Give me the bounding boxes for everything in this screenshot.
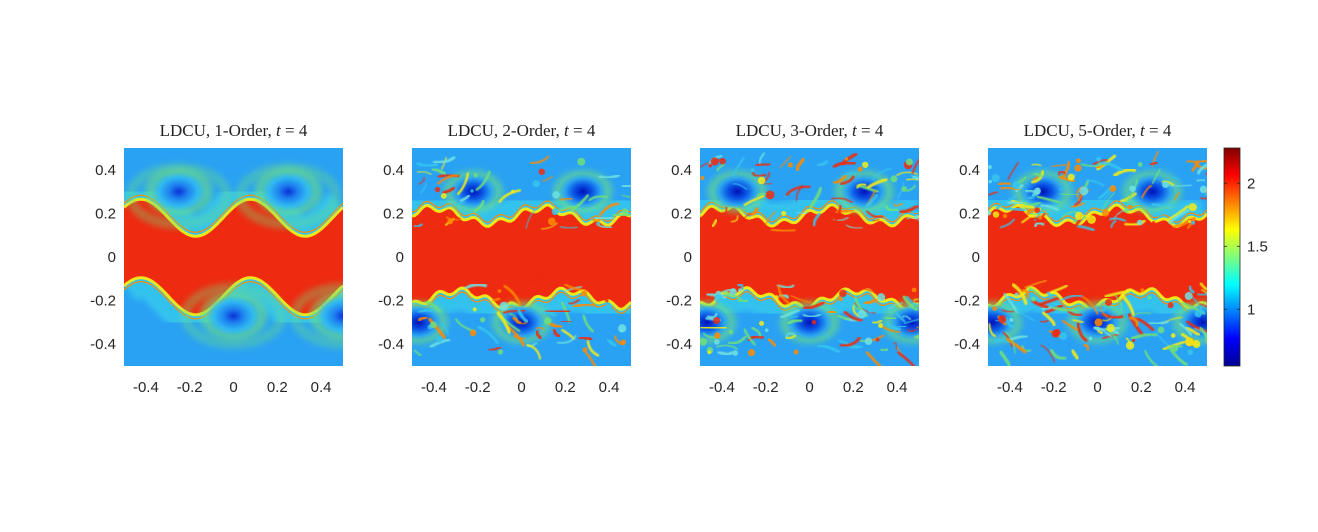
colorbar: 11.52	[1223, 147, 1268, 367]
panel-title: LDCU, 3-Order, t = 4	[736, 121, 884, 140]
panel-title: LDCU, 5-Order, t = 4	[1024, 121, 1172, 140]
vortex	[840, 173, 889, 210]
colorbar-gradient	[1224, 148, 1240, 366]
x-tick-label: 0.4	[599, 379, 620, 396]
dense-band	[412, 205, 631, 310]
x-tick-label: 0.2	[555, 379, 576, 396]
panel-5-order: LDCU, 5-Order, t = 4 -0.4 -0.2 0 0.2 0.4 -0.4 -…	[954, 121, 1207, 396]
y-tick-label: 0.2	[95, 205, 116, 222]
y-tick-label: 0.4	[95, 162, 116, 179]
dense-band	[124, 199, 343, 315]
x-tick-label: 0	[517, 379, 525, 396]
x-tick-label: 0.2	[267, 379, 288, 396]
x-tick-label: 0.4	[311, 379, 332, 396]
x-tick-label: -0.4	[997, 379, 1023, 396]
x-tick-label: -0.2	[465, 379, 491, 396]
y-tick-label: 0.4	[959, 162, 980, 179]
y-tick-label: -0.4	[666, 336, 692, 353]
y-tick-label: 0.4	[671, 162, 692, 179]
y-tick-label: -0.2	[90, 293, 116, 310]
x-tick-label: 0.4	[1175, 379, 1196, 396]
vortex	[1178, 304, 1207, 341]
panel-3-order: LDCU, 3-Order, t = 4 -0.4 -0.2 0 0.2 0.4 -0.4 -…	[666, 121, 919, 396]
x-tick-label: 0	[1093, 379, 1101, 396]
y-tick-label: -0.4	[90, 336, 116, 353]
y-tick-label: -0.4	[954, 336, 980, 353]
y-tick-label: 0	[684, 249, 692, 266]
y-tick-label: 0.4	[383, 162, 404, 179]
y-tick-label: 0	[396, 249, 404, 266]
vortex	[888, 304, 919, 341]
x-tick-label: 0	[805, 379, 813, 396]
colorbar-tick-label: 1.5	[1247, 238, 1268, 255]
x-tick-label: -0.4	[709, 379, 735, 396]
density-field	[700, 148, 919, 366]
y-tick-label: 0	[108, 249, 116, 266]
vortex	[785, 304, 834, 341]
vortex	[558, 173, 607, 210]
y-tick-label: 0.2	[383, 205, 404, 222]
panel-2-order: LDCU, 2-Order, t = 4 -0.4 -0.2 0 0.2 0.4 -0.4 -…	[378, 121, 631, 396]
x-tick-label: 0.4	[887, 379, 908, 396]
x-tick-label: -0.2	[1041, 379, 1067, 396]
density-field	[988, 148, 1207, 366]
panel-title: LDCU, 1-Order, t = 4	[160, 121, 308, 140]
x-tick-label: -0.2	[177, 379, 203, 396]
y-tick-label: -0.4	[378, 336, 404, 353]
x-tick-label: 0.2	[843, 379, 864, 396]
vortex	[151, 171, 206, 213]
y-tick-label: 0.2	[959, 205, 980, 222]
density-field	[124, 148, 343, 366]
vortex	[261, 171, 316, 213]
vortex	[206, 295, 261, 337]
density-field	[412, 148, 631, 366]
panel-1-order: LDCU, 1-Order, t = 4 -0.4 -0.2 0 0.2 0.4 -0.4 -…	[90, 121, 343, 396]
y-tick-label: 0	[972, 249, 980, 266]
y-tick-label: -0.2	[954, 293, 980, 310]
colorbar-tick-label: 2	[1247, 175, 1255, 192]
x-tick-label: -0.4	[421, 379, 447, 396]
dense-band	[700, 204, 919, 310]
x-tick-label: -0.4	[133, 379, 159, 396]
y-tick-label: 0.2	[671, 205, 692, 222]
vortex	[713, 173, 762, 210]
panel-title: LDCU, 2-Order, t = 4	[448, 121, 596, 140]
x-tick-label: -0.2	[753, 379, 779, 396]
x-tick-label: 0	[229, 379, 237, 396]
colorbar-tick-label: 1	[1247, 301, 1255, 318]
dense-band	[988, 204, 1207, 310]
vortex	[315, 295, 343, 337]
x-tick-label: 0.2	[1131, 379, 1152, 396]
y-tick-label: -0.2	[378, 293, 404, 310]
y-tick-label: -0.2	[666, 293, 692, 310]
